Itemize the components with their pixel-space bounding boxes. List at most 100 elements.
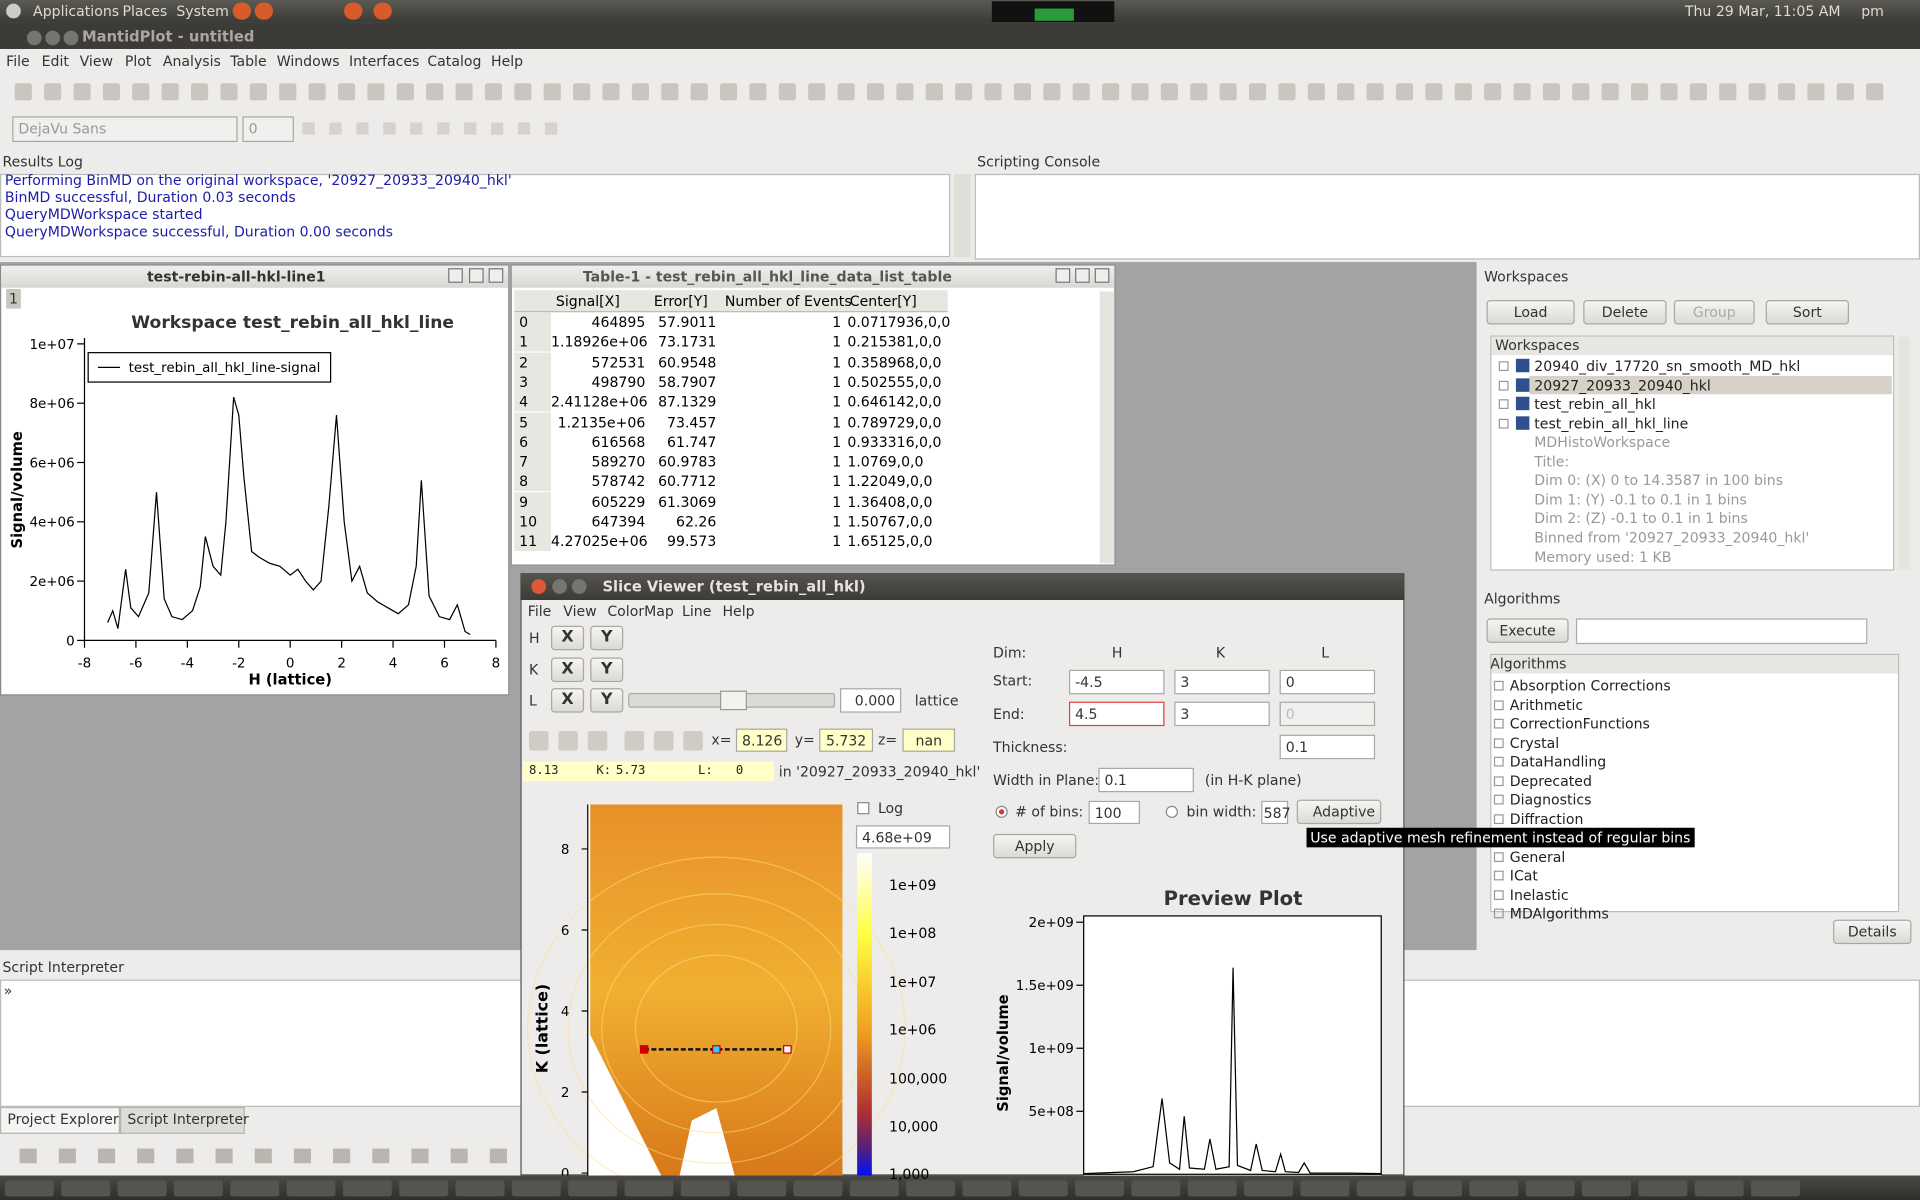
workspace-item[interactable]: 20927_20933_20940_hkl [1534,376,1711,394]
apply-button[interactable]: Apply [993,833,1077,859]
start-input[interactable]: 0 [1279,669,1376,695]
font-selector[interactable]: DejaVu Sans [12,116,238,143]
task-button [793,1180,843,1197]
menu-item[interactable]: Table [230,52,267,70]
algorithm-category[interactable]: General [1509,847,1566,866]
toolbar-icon [543,83,561,101]
menu-item[interactable]: ColorMap [607,602,674,620]
workspace-item[interactable]: test_rebin_all_hkl_line [1534,414,1689,432]
scrollbar [1897,336,1911,570]
y-tick-label: 0 [66,634,75,649]
coord-value[interactable]: 5.732 [819,728,874,752]
execute-button[interactable]: Execute [1486,618,1569,643]
ws-button[interactable]: Delete [1583,300,1667,325]
ws-button[interactable]: Group [1673,300,1755,325]
coord-value[interactable]: nan [902,728,956,752]
y-tick-label: 0 [561,1167,570,1176]
workspace-detail: Dim 1: (Y) -0.1 to 0.1 in 1 bins [1534,490,1747,508]
algorithm-category[interactable]: Diffraction [1509,810,1584,828]
clock[interactable]: Thu 29 Mar, 11:05 AM [1684,2,1841,20]
algorithm-category[interactable]: MDAlgorithms [1509,904,1609,923]
task-button [680,1180,730,1197]
details-button[interactable]: Details [1833,919,1912,945]
slice-unit: lattice [914,691,959,709]
slice-value[interactable]: 0.000 [840,688,902,713]
end-input[interactable]: 4.5 [1068,701,1165,727]
user-name[interactable]: pm [1861,2,1884,20]
algorithm-category[interactable]: Arithmetic [1509,696,1584,714]
thickness-input[interactable]: 0.1 [1279,734,1376,760]
algorithm-category[interactable]: CorrectionFunctions [1509,715,1650,733]
table-cell: 60.9783 [658,453,717,471]
y-tick-label: 8e+06 [29,397,74,412]
menu-item[interactable]: File [527,602,552,620]
workspace-detail: Title: [1534,452,1570,470]
algorithm-category[interactable]: ICat [1509,866,1538,885]
algorithm-category[interactable]: Absorption Corrections [1509,677,1671,695]
axis-button[interactable]: X [551,625,585,651]
menu-item[interactable]: Interfaces [348,52,420,70]
menu-item[interactable]: Plot [124,52,152,70]
dock-title: Workspaces [1484,268,1569,286]
coord-value[interactable]: 8.126 [735,728,788,752]
adaptive-checkbox[interactable]: Adaptive [1296,799,1382,825]
width-input[interactable]: 0.1 [1098,767,1194,793]
format-icon [410,122,423,135]
row-header [514,312,552,332]
algorithm-category[interactable]: Crystal [1509,734,1560,752]
diffraction-ring [527,856,906,1176]
coord-label: x= [711,731,732,749]
ws-button[interactable]: Load [1486,300,1575,325]
menu-item[interactable]: View [563,602,597,620]
font-size[interactable]: 0 [242,116,294,143]
field-label: End: [993,705,1025,723]
table-cell: 99.573 [667,533,717,551]
axis-button[interactable]: Y [590,625,624,651]
tab-label[interactable]: Project Explorer [7,1110,119,1128]
ws-button[interactable]: Sort [1765,300,1849,325]
menu-item[interactable]: Line [682,602,712,620]
color-max[interactable]: 4.68e+09 [855,825,951,849]
menu-item[interactable]: Windows [276,52,340,70]
tab-label[interactable]: Script Interpreter [127,1110,249,1128]
workspace-item[interactable]: test_rebin_all_hkl [1534,395,1656,413]
algorithm-category[interactable]: Inelastic [1509,885,1569,904]
workspace-item[interactable]: 20940_div_17720_sn_smooth_MD_hkl [1534,357,1801,375]
axis-button[interactable]: X [551,688,585,713]
menu-item[interactable]: Edit [41,52,69,70]
axis-button[interactable]: Y [590,688,624,713]
algorithm-category[interactable]: DataHandling [1509,753,1607,771]
expander [1498,418,1509,429]
algorithm-category[interactable]: Deprecated [1509,772,1592,790]
colorbar-label: 10,000 [888,1117,939,1136]
table-cell: 57.9011 [658,313,717,331]
menu-item[interactable]: Help [722,602,755,620]
row-header [514,412,552,432]
panel-menu[interactable]: System [176,2,229,20]
window-button [488,268,504,283]
toolbar-icon [191,83,209,101]
algorithm-category[interactable]: Diagnostics [1509,791,1592,809]
table-cell: 464895 [591,313,646,331]
bins-input[interactable]: 100 [1088,800,1141,825]
menu-item[interactable]: Help [491,52,524,70]
panel-menu[interactable]: Applications [33,2,120,20]
end-input[interactable]: 0 [1279,701,1376,727]
end-input[interactable]: 3 [1174,701,1270,727]
start-input[interactable]: -4.5 [1068,669,1165,695]
layer-badge[interactable]: 1 [6,288,21,309]
panel-menu[interactable]: Places [122,2,168,20]
menu-item[interactable]: File [6,52,30,70]
menu-item[interactable]: Catalog [427,52,482,70]
table-cell: 1.18926e+06 [551,333,648,351]
axis-button[interactable]: X [551,656,585,682]
launcher-icon [373,2,392,20]
window-title: Slice Viewer (test_rebin_all_hkl) [602,577,866,596]
row-index: 8 [519,473,529,491]
axis-button[interactable]: Y [590,656,624,682]
toolbar-icon [1160,83,1178,101]
start-input[interactable]: 3 [1174,669,1270,695]
menu-item[interactable]: Analysis [162,52,221,70]
menu-item[interactable]: View [79,52,114,70]
bin-width-input[interactable]: 587 [1261,800,1291,825]
